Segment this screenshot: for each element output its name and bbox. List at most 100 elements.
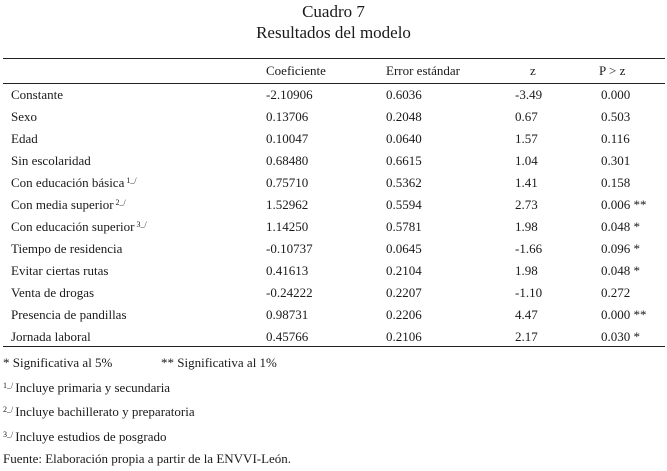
header-variable — [3, 60, 264, 82]
footnote-text: Incluye primaria y secundaria — [15, 379, 171, 395]
p-cell: 0.272 — [601, 285, 631, 300]
coeficiente-cell: -2.10906 — [266, 87, 313, 102]
header-p: P > z — [599, 63, 626, 78]
footnote-mark: 3_/ — [136, 220, 147, 229]
variable-name: Presencia de pandillas — [3, 304, 264, 326]
p-cell: 0.048 * — [601, 263, 640, 278]
z-cell: 1.98 — [515, 219, 538, 234]
z-cell: 2.17 — [515, 329, 538, 344]
sig1-note: ** Significativa al 1% — [161, 355, 277, 370]
error-estandar-cell: 0.5781 — [386, 219, 422, 234]
header-error-estandar: Error estándar — [386, 63, 460, 78]
table-row: Con educación superior 3_/1.14250 0.5781 1.… — [3, 216, 665, 238]
footnote-text: Incluye estudios de posgrado — [15, 428, 167, 444]
variable-name: Venta de drogas — [3, 282, 264, 304]
p-cell: 0.158 — [601, 175, 631, 190]
p-cell: 0.000 ** — [601, 307, 647, 322]
p-cell: 0.503 — [601, 109, 631, 124]
coeficiente-cell: 1.14250 — [266, 219, 309, 234]
variable-name: Constante — [3, 82, 264, 106]
variable-name: Evitar ciertas rutas — [3, 260, 264, 282]
z-cell: 4.47 — [515, 307, 538, 322]
z-cell: 1.98 — [515, 263, 538, 278]
z-cell: 1.41 — [515, 175, 538, 190]
table-row: Sexo 0.13706 0.2048 0.67 0.503 — [3, 106, 665, 128]
variable-name: Tiempo de residencia — [3, 238, 264, 260]
significance-note: * Significativa al 5% ** Significativa al… — [3, 352, 291, 375]
error-estandar-cell: 0.5594 — [386, 197, 422, 212]
p-cell: 0.000 — [601, 87, 631, 102]
coeficiente-cell: 0.10047 — [266, 131, 309, 146]
coeficiente-cell: 0.13706 — [266, 109, 309, 124]
p-cell: 0.048 * — [601, 219, 640, 234]
z-cell: 1.04 — [515, 153, 538, 168]
error-estandar-cell: 0.2104 — [386, 263, 422, 278]
coeficiente-cell: 0.98731 — [266, 307, 309, 322]
p-cell: 0.006 ** — [601, 197, 647, 212]
p-cell: 0.301 — [601, 153, 631, 168]
z-cell: 0.67 — [515, 109, 538, 124]
variable-name: Con educación superior 3_/ — [3, 216, 264, 238]
variable-name: Jornada laboral — [3, 326, 264, 348]
variable-name: Edad — [3, 128, 264, 150]
z-cell: 1.57 — [515, 131, 538, 146]
bottom-rule — [3, 346, 665, 347]
footnote-mark: 2_/ — [115, 198, 126, 207]
header-rule — [3, 83, 665, 84]
z-cell: -3.49 — [515, 87, 543, 102]
header-z: z — [530, 63, 536, 78]
variable-label: Venta de drogas — [11, 285, 95, 300]
footnote-3: 3_/Incluye estudios de posgrado — [3, 424, 291, 449]
variable-label: Con educación básica — [11, 175, 125, 190]
header-row: Coeficiente Error estándar z P > z — [3, 60, 665, 82]
p-cell: 0.116 — [601, 131, 630, 146]
variable-label: Jornada laboral — [11, 329, 91, 344]
error-estandar-cell: 0.6036 — [386, 87, 422, 102]
table-row: Venta de drogas -0.24222 0.2207 -1.10 0.272 — [3, 282, 665, 304]
sig5-note: * Significativa al 5% — [3, 355, 113, 370]
error-estandar-cell: 0.2207 — [386, 285, 422, 300]
variable-label: Evitar ciertas rutas — [11, 263, 109, 278]
variable-label: Constante — [11, 87, 63, 102]
coeficiente-cell: 0.45766 — [266, 329, 309, 344]
table-row: Evitar ciertas rutas 0.41613 0.2104 1.98 0.0… — [3, 260, 665, 282]
error-estandar-cell: 0.0640 — [386, 131, 422, 146]
table-title: Resultados del modelo — [256, 23, 411, 42]
coeficiente-cell: 0.41613 — [266, 263, 309, 278]
table-row: Tiempo de residencia -0.10737 0.0645 -1.66 0… — [3, 238, 665, 260]
footnote-mark: 2_/ — [3, 405, 14, 414]
variable-name: Sexo — [3, 106, 264, 128]
coeficiente-cell: -0.10737 — [266, 241, 313, 256]
coeficiente-cell: -0.24222 — [266, 285, 313, 300]
table-row: Constante -2.10906 0.6036 -3.49 0.000 — [3, 82, 665, 106]
footnote-mark: 1_/ — [126, 176, 137, 185]
table-notes: * Significativa al 5% ** Significativa al… — [3, 352, 291, 471]
coeficiente-cell: 1.52962 — [266, 197, 309, 212]
p-cell: 0.030 * — [601, 329, 640, 344]
footnote-2: 2_/Incluye bachillerato y preparatoria — [3, 399, 291, 424]
z-cell: 2.73 — [515, 197, 538, 212]
variable-label: Con media superior — [11, 197, 114, 212]
variable-label: Sin escolaridad — [11, 153, 91, 168]
source-note: Fuente: Elaboración propia a partir de l… — [3, 451, 292, 466]
coeficiente-cell: 0.68480 — [266, 153, 309, 168]
variable-name: Sin escolaridad — [3, 150, 264, 172]
table-caption: Cuadro 7 — [302, 2, 365, 21]
variable-label: Con educación superior — [11, 219, 135, 234]
table-row: Jornada laboral 0.45766 0.2106 2.17 0.030 * — [3, 326, 665, 348]
variable-name: Con media superior 2_/ — [3, 194, 264, 216]
error-estandar-cell: 0.2206 — [386, 307, 422, 322]
error-estandar-cell: 0.6615 — [386, 153, 422, 168]
coeficiente-cell: 0.75710 — [266, 175, 309, 190]
table-row: Con media superior 2_/1.52962 0.5594 2.73 0.… — [3, 194, 665, 216]
variable-label: Tiempo de residencia — [11, 241, 123, 256]
error-estandar-cell: 0.5362 — [386, 175, 422, 190]
table-row: Presencia de pandillas 0.98731 0.2206 4.47 0… — [3, 304, 665, 326]
footnote-1: 1_/Incluye primaria y secundaria — [3, 375, 291, 400]
variable-label: Presencia de pandillas — [11, 307, 127, 322]
footnote-mark: 1_/ — [3, 380, 14, 390]
results-table: Coeficiente Error estándar z P > z Const… — [3, 60, 665, 348]
p-cell: 0.096 * — [601, 241, 640, 256]
variable-label: Sexo — [11, 109, 37, 124]
top-rule — [3, 58, 665, 59]
